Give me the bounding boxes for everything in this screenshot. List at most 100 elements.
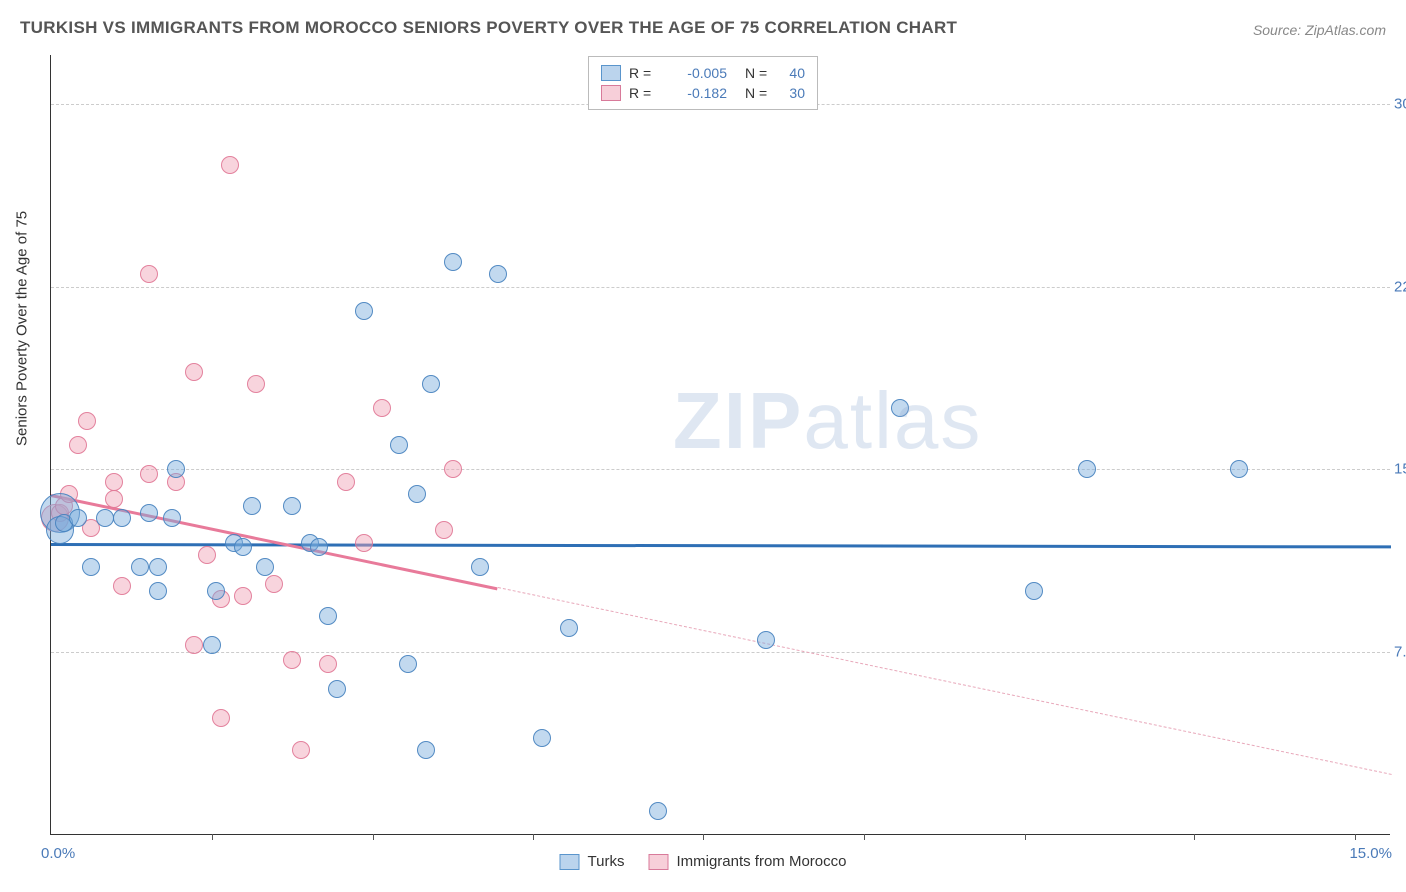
y-tick-label: 30.0% <box>1392 95 1406 112</box>
data-point <box>373 399 391 417</box>
legend-label: Immigrants from Morocco <box>676 853 846 870</box>
legend-r-value: -0.182 <box>665 85 727 101</box>
data-point <box>390 436 408 454</box>
data-point <box>422 375 440 393</box>
legend-r-value: -0.005 <box>665 65 727 81</box>
legend-row: R = -0.005 N = 40 <box>601 63 805 83</box>
data-point <box>1230 460 1248 478</box>
data-point <box>234 538 252 556</box>
x-tick <box>1355 834 1356 840</box>
legend-item: Turks <box>560 853 625 870</box>
data-point <box>292 741 310 759</box>
legend-swatch <box>560 854 580 870</box>
legend-series: Turks Immigrants from Morocco <box>560 853 847 870</box>
legend-swatch <box>648 854 668 870</box>
data-point <box>82 558 100 576</box>
data-point <box>247 375 265 393</box>
legend-label: Turks <box>588 853 625 870</box>
data-point <box>113 509 131 527</box>
data-point <box>256 558 274 576</box>
data-point <box>234 587 252 605</box>
source-attribution: Source: ZipAtlas.com <box>1253 22 1386 38</box>
chart-container: TURKISH VS IMMIGRANTS FROM MOROCCO SENIO… <box>0 0 1406 892</box>
x-max-label: 15.0% <box>1349 845 1392 862</box>
data-point <box>283 651 301 669</box>
data-point <box>444 460 462 478</box>
x-tick <box>703 834 704 840</box>
data-point <box>140 465 158 483</box>
data-point <box>185 363 203 381</box>
legend-item: Immigrants from Morocco <box>648 853 846 870</box>
data-point <box>243 497 261 515</box>
data-point <box>471 558 489 576</box>
data-point <box>265 575 283 593</box>
x-origin-label: 0.0% <box>41 845 75 862</box>
legend-row: R =-0.182N =30 <box>601 83 805 103</box>
data-point <box>140 504 158 522</box>
data-point <box>399 655 417 673</box>
data-point <box>221 156 239 174</box>
data-point <box>105 490 123 508</box>
data-point <box>328 680 346 698</box>
x-tick <box>1025 834 1026 840</box>
grid-line <box>51 652 1390 653</box>
data-point <box>149 558 167 576</box>
data-point <box>207 582 225 600</box>
y-axis-label: Seniors Poverty Over the Age of 75 <box>14 211 31 446</box>
watermark: ZIPatlas <box>673 375 982 467</box>
legend-n-value: 40 <box>777 65 805 81</box>
y-tick-label: 22.5% <box>1392 278 1406 295</box>
x-tick <box>864 834 865 840</box>
data-point <box>149 582 167 600</box>
watermark-bold: ZIP <box>673 376 803 465</box>
data-point <box>78 412 96 430</box>
y-tick-label: 7.5% <box>1392 644 1406 661</box>
data-point <box>560 619 578 637</box>
legend-correlation: R =-0.005N =40R =-0.182N =30 <box>588 56 818 110</box>
data-point <box>444 253 462 271</box>
legend-swatch <box>601 85 621 101</box>
legend-r-label: R = <box>629 65 657 81</box>
data-point <box>113 577 131 595</box>
data-point <box>167 460 185 478</box>
y-tick-label: 15.0% <box>1392 461 1406 478</box>
x-tick <box>1194 834 1195 840</box>
data-point <box>203 636 221 654</box>
data-point <box>649 802 667 820</box>
trend-line <box>498 587 1392 775</box>
data-point <box>757 631 775 649</box>
legend-swatch <box>601 65 621 81</box>
data-point <box>408 485 426 503</box>
grid-line <box>51 287 1390 288</box>
data-point <box>96 509 114 527</box>
data-point <box>185 636 203 654</box>
data-point <box>417 741 435 759</box>
chart-title: TURKISH VS IMMIGRANTS FROM MOROCCO SENIO… <box>20 18 957 38</box>
data-point <box>533 729 551 747</box>
data-point <box>355 534 373 552</box>
legend-n-label: N = <box>745 85 769 101</box>
x-tick <box>533 834 534 840</box>
watermark-light: atlas <box>803 376 982 465</box>
data-point <box>1078 460 1096 478</box>
data-point <box>489 265 507 283</box>
data-point <box>198 546 216 564</box>
data-point <box>69 436 87 454</box>
data-point <box>212 709 230 727</box>
legend-n-label: N = <box>745 65 769 81</box>
x-tick <box>212 834 213 840</box>
data-point <box>319 607 337 625</box>
data-point <box>105 473 123 491</box>
data-point <box>337 473 355 491</box>
grid-line <box>51 469 1390 470</box>
data-point <box>435 521 453 539</box>
data-point <box>163 509 181 527</box>
data-point <box>140 265 158 283</box>
data-point <box>355 302 373 320</box>
data-point <box>1025 582 1043 600</box>
x-tick <box>373 834 374 840</box>
data-point <box>69 509 87 527</box>
data-point <box>131 558 149 576</box>
data-point <box>891 399 909 417</box>
data-point <box>319 655 337 673</box>
